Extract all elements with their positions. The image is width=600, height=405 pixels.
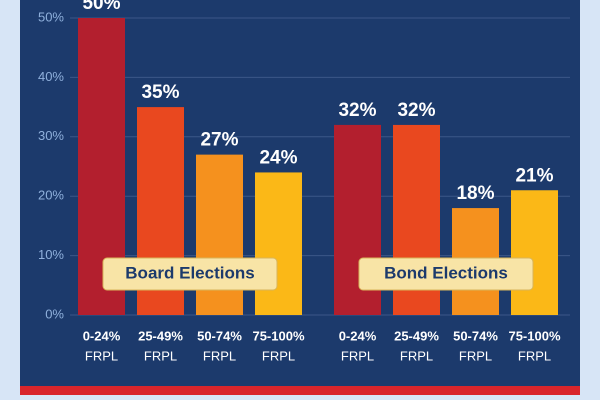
y-tick-label: 10% (38, 247, 64, 262)
value-label: 32% (397, 100, 435, 121)
group-label: Board Elections (125, 263, 254, 282)
x-tick-label: FRPL (262, 348, 295, 363)
x-tick-label: 0-24% (339, 328, 377, 343)
group-label-box (102, 257, 278, 291)
x-tick-label: 50-74% (453, 328, 498, 343)
value-label: 18% (456, 183, 494, 204)
x-tick-label: 50-74% (197, 328, 242, 343)
x-tick-label: 25-49% (394, 328, 439, 343)
x-tick-label: FRPL (459, 348, 492, 363)
bar (255, 172, 302, 315)
x-tick-label: 75-100% (252, 328, 304, 343)
value-label: 32% (338, 100, 376, 121)
y-tick-label: 40% (38, 69, 64, 84)
y-tick-label: 50% (38, 9, 64, 24)
x-tick-label: 25-49% (138, 328, 183, 343)
y-tick-label: 30% (38, 128, 64, 143)
bar (196, 154, 243, 315)
x-tick-label: 0-24% (83, 328, 121, 343)
bar (511, 190, 558, 315)
x-tick-label: FRPL (400, 348, 433, 363)
x-tick-label: 75-100% (508, 328, 560, 343)
x-tick-label: FRPL (144, 348, 177, 363)
value-label: 50% (82, 0, 120, 14)
group-label-box (358, 257, 534, 291)
value-label: 35% (141, 82, 179, 103)
x-tick-label: FRPL (341, 348, 374, 363)
x-tick-label: FRPL (85, 348, 118, 363)
value-label: 24% (259, 147, 297, 168)
bottom-strip (20, 386, 580, 395)
value-label: 27% (200, 130, 238, 151)
y-tick-label: 0% (45, 306, 64, 321)
x-tick-label: FRPL (518, 348, 551, 363)
x-tick-label: FRPL (203, 348, 236, 363)
group-label: Bond Elections (384, 263, 508, 282)
y-tick-label: 20% (38, 188, 64, 203)
value-label: 21% (515, 165, 553, 186)
